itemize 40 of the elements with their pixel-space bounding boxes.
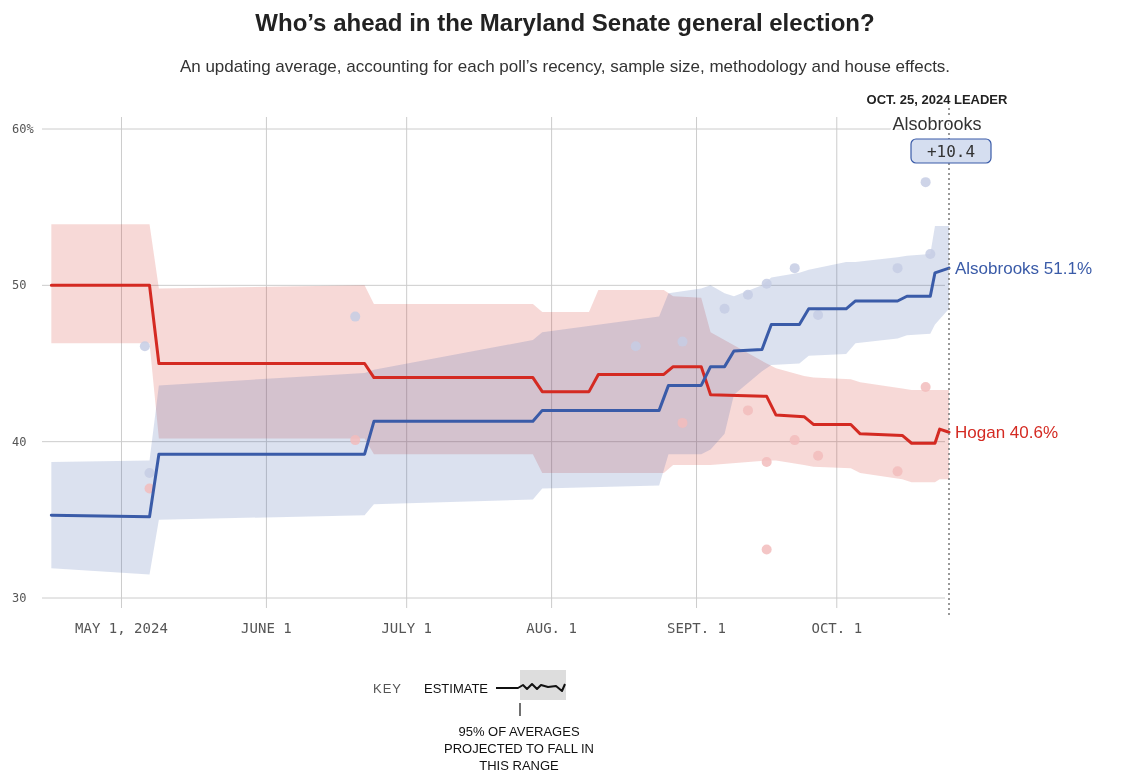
point	[350, 311, 361, 322]
chart-title: Who’s ahead in the Maryland Senate general election?	[255, 9, 875, 36]
line-series	[49, 266, 951, 519]
y-tick-label: 30	[12, 591, 27, 605]
point	[761, 456, 772, 467]
annotation: Hogan 40.6%	[955, 423, 1059, 443]
point	[761, 544, 772, 555]
text: KEY	[373, 681, 403, 696]
text: 95% OF AVERAGES PROJECTED TO FALL IN THIS RANGE	[443, 724, 595, 773]
point	[920, 381, 931, 392]
ref-line-label: OCT. 25, 2024 LEADER	[866, 92, 1009, 107]
x-tick-label: JUNE 1	[241, 620, 292, 636]
text: ESTIMATE	[424, 681, 489, 696]
x-tick-label: AUG. 1	[526, 620, 577, 636]
annotation: Alsobrooks 51.1%	[955, 259, 1093, 279]
y-tick-label: 40	[12, 434, 27, 449]
x-tick-label: OCT. 1	[811, 620, 863, 636]
point	[742, 405, 753, 416]
chart-subtitle: An updating average, accounting for each poll’s recency, sample size, methodology and house effects.	[179, 57, 951, 76]
point	[139, 341, 150, 352]
point	[789, 435, 800, 446]
point	[350, 435, 361, 446]
annotation: +10.4	[926, 142, 976, 161]
line-series	[49, 283, 951, 445]
point	[677, 417, 688, 428]
point	[925, 249, 936, 260]
annotation: Alsobrooks	[892, 114, 982, 134]
x-tick-label: JULY 1	[381, 620, 432, 636]
x-tick-label: MAY 1, 2024	[75, 620, 168, 636]
point	[892, 466, 903, 477]
point	[813, 450, 824, 461]
y-tick-label: 50	[12, 278, 27, 293]
point	[789, 263, 800, 274]
point	[144, 467, 155, 478]
point	[742, 289, 753, 300]
point	[813, 310, 824, 321]
y-tick-label: 60%	[12, 122, 35, 136]
point	[761, 278, 772, 289]
point	[920, 177, 931, 188]
x-tick-label: SEPT. 1	[667, 620, 727, 636]
